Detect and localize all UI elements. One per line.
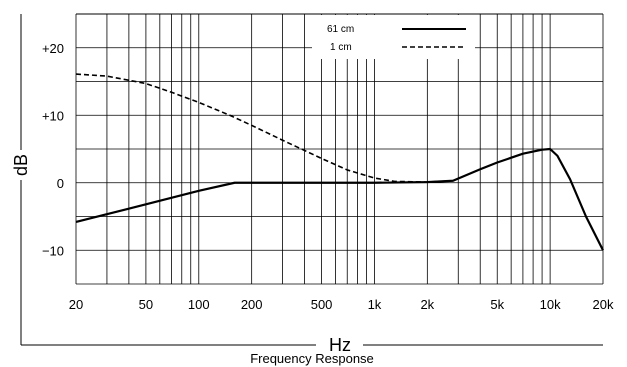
x-tick-label: 1k xyxy=(368,297,382,312)
grid xyxy=(75,13,604,285)
x-tick-label: 50 xyxy=(139,297,153,312)
series-line-61cm xyxy=(75,147,604,251)
y-tick-label: +10 xyxy=(42,108,64,123)
x-tick-label: 10k xyxy=(540,297,561,312)
y-axis-title: dB xyxy=(11,154,31,176)
legend-label-1cm: 1 cm xyxy=(330,42,352,53)
x-tick-label: 500 xyxy=(311,297,333,312)
x-tick-label: 2k xyxy=(420,297,434,312)
x-axis-title: Hz xyxy=(329,335,351,355)
y-tick-label: +20 xyxy=(42,41,64,56)
x-tick-label: 5k xyxy=(490,297,504,312)
x-tick-labels: 20 50 100 200 500 1k 2k 5k 10k 20k xyxy=(69,297,614,312)
series-layer xyxy=(75,73,604,251)
y-tick-label: 0 xyxy=(57,176,64,191)
y-tick-labels: +20 +10 0 −10 xyxy=(42,41,64,259)
y-tick-label: −10 xyxy=(42,243,64,258)
x-tick-label: 100 xyxy=(188,297,210,312)
x-tick-label: 20k xyxy=(593,297,614,312)
series-line-1cm xyxy=(75,73,454,183)
x-tick-label: 200 xyxy=(241,297,263,312)
legend-label-61cm: 61 cm xyxy=(327,24,354,35)
chart-caption: Frequency Response xyxy=(250,351,374,366)
legend-box xyxy=(312,15,475,59)
x-tick-label: 20 xyxy=(69,297,83,312)
legend: 61 cm 1 cm xyxy=(312,15,475,59)
